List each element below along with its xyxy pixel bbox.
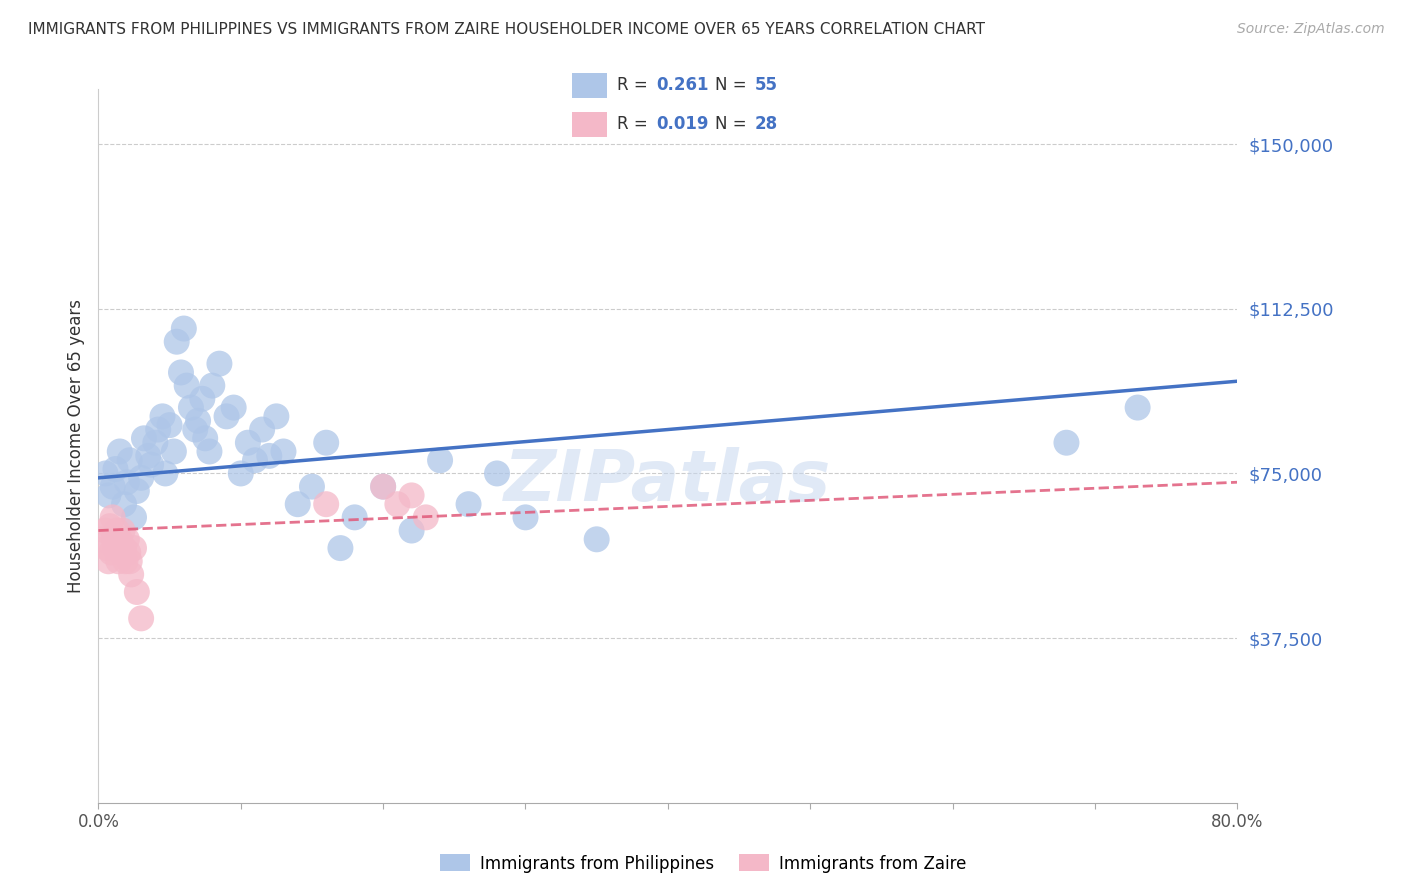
Point [136,449,159,463]
Point [118,554,141,568]
Point [115,533,138,547]
Point [122,541,145,555]
Text: ZIPatlas: ZIPatlas [505,447,831,516]
Point [194,431,217,445]
Point [155,467,177,481]
Point [373,480,395,494]
Point [243,453,266,467]
Text: IMMIGRANTS FROM PHILIPPINES VS IMMIGRANTS FROM ZAIRE HOUSEHOLDER INCOME OVER 65 : IMMIGRANTS FROM PHILIPPINES VS IMMIGRANT… [28,22,986,37]
Point [1056,435,1078,450]
Point [108,444,131,458]
Point [112,541,135,555]
Point [129,471,152,485]
Point [215,409,238,424]
Point [236,435,259,450]
Point [122,510,145,524]
Text: Source: ZipAtlas.com: Source: ZipAtlas.com [1237,22,1385,37]
Bar [572,112,607,137]
Point [104,462,127,476]
Point [191,392,214,406]
Point [273,444,295,458]
Point [111,524,134,538]
Point [198,444,221,458]
Point [125,585,148,599]
Text: N =: N = [714,115,752,133]
Point [180,401,202,415]
Legend: Immigrants from Philippines, Immigrants from Zaire: Immigrants from Philippines, Immigrants … [433,847,973,880]
Point [415,510,437,524]
Point [287,497,309,511]
Point [229,467,252,481]
Point [208,357,231,371]
Point [173,321,195,335]
Point [148,423,170,437]
Point [387,497,409,511]
Point [585,533,607,547]
Point [515,510,537,524]
Point [112,497,135,511]
Point [184,423,207,437]
Point [118,453,141,467]
Point [105,524,128,538]
Point [250,423,273,437]
Point [91,533,114,547]
Point [115,475,138,490]
Point [94,467,117,481]
Point [100,545,122,559]
Point [117,545,139,559]
Text: 28: 28 [754,115,778,133]
Point [94,524,117,538]
Point [129,611,152,625]
Point [343,510,366,524]
Point [101,510,124,524]
Point [457,497,479,511]
Point [159,418,181,433]
Point [139,458,162,472]
Point [176,378,198,392]
Point [96,541,118,555]
Y-axis label: Householder Income Over 65 years: Householder Income Over 65 years [66,299,84,593]
Point [329,541,352,555]
Text: R =: R = [616,115,652,133]
Point [107,554,129,568]
Point [401,524,423,538]
Point [103,533,125,547]
Point [97,488,120,502]
Point [110,545,132,559]
Point [114,554,136,568]
Point [429,453,451,467]
Text: 0.261: 0.261 [655,77,709,95]
Point [108,533,131,547]
Text: 0.019: 0.019 [655,115,709,133]
Point [145,435,167,450]
Point [98,519,121,533]
Point [1126,401,1149,415]
Point [266,409,288,424]
Point [152,409,174,424]
Point [259,449,281,463]
Point [101,480,124,494]
Point [222,401,245,415]
Text: 55: 55 [754,77,778,95]
Text: R =: R = [616,77,652,95]
Point [315,435,337,450]
Point [120,567,142,582]
Point [163,444,186,458]
Point [486,467,509,481]
Point [170,366,193,380]
Point [97,554,120,568]
Point [132,431,155,445]
Point [125,483,148,498]
Point [401,488,423,502]
Point [301,480,323,494]
Point [201,378,224,392]
Point [104,541,127,555]
Point [166,334,188,349]
Point [373,480,395,494]
Point [187,414,209,428]
Bar [572,72,607,98]
Text: N =: N = [714,77,752,95]
Point [315,497,337,511]
